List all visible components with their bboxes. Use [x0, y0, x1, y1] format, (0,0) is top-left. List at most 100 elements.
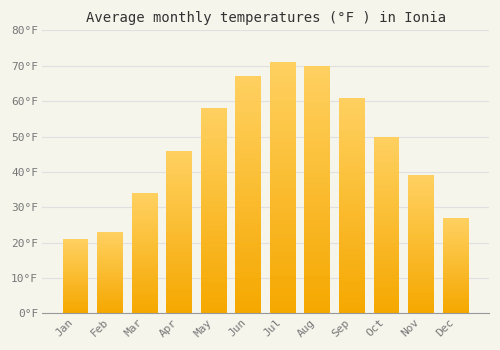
Bar	[270, 182, 296, 188]
Bar	[62, 243, 88, 245]
Bar	[236, 177, 262, 183]
Bar	[97, 307, 123, 309]
Bar	[374, 260, 400, 265]
Bar	[97, 246, 123, 248]
Bar	[374, 300, 400, 304]
Bar	[339, 157, 365, 162]
Bar	[62, 267, 88, 269]
Bar	[339, 265, 365, 270]
Bar	[62, 246, 88, 248]
Bar	[201, 201, 226, 206]
Bar	[442, 263, 468, 266]
Bar	[374, 172, 400, 176]
Bar	[236, 183, 262, 189]
Bar	[132, 214, 158, 217]
Bar	[408, 268, 434, 272]
Bar	[442, 223, 468, 225]
Bar	[97, 265, 123, 267]
Bar	[339, 173, 365, 178]
Bar	[166, 163, 192, 167]
Bar	[339, 308, 365, 313]
Bar	[442, 304, 468, 306]
Bar	[236, 195, 262, 201]
Title: Average monthly temperatures (°F ) in Ionia: Average monthly temperatures (°F ) in Io…	[86, 11, 446, 25]
Bar	[408, 265, 434, 268]
Bar	[408, 300, 434, 303]
Bar	[374, 278, 400, 282]
Bar	[270, 75, 296, 81]
Bar	[374, 229, 400, 234]
Bar	[442, 249, 468, 251]
Bar	[304, 276, 330, 282]
Bar	[442, 232, 468, 234]
Bar	[132, 295, 158, 298]
Bar	[97, 277, 123, 279]
Bar	[62, 280, 88, 282]
Bar	[62, 252, 88, 254]
Bar	[132, 202, 158, 205]
Bar	[62, 263, 88, 265]
Bar	[442, 256, 468, 258]
Bar	[62, 284, 88, 286]
Bar	[339, 184, 365, 189]
Bar	[339, 195, 365, 200]
Bar	[132, 289, 158, 292]
Bar	[270, 138, 296, 144]
Bar	[201, 113, 226, 119]
Bar	[339, 227, 365, 232]
Bar	[408, 234, 434, 238]
Bar	[304, 220, 330, 227]
Bar	[166, 204, 192, 208]
Bar	[62, 302, 88, 304]
Bar	[97, 311, 123, 313]
Bar	[374, 194, 400, 198]
Bar	[132, 205, 158, 208]
Bar	[132, 223, 158, 226]
Bar	[339, 211, 365, 216]
Bar	[339, 222, 365, 227]
Bar	[304, 66, 330, 72]
Bar	[304, 128, 330, 134]
Bar	[97, 258, 123, 260]
Bar	[374, 238, 400, 243]
Bar	[304, 91, 330, 97]
Bar	[201, 293, 226, 298]
Bar	[236, 124, 262, 130]
Bar	[236, 159, 262, 165]
Bar	[408, 189, 434, 193]
Bar	[97, 305, 123, 307]
Bar	[201, 278, 226, 282]
Bar	[132, 253, 158, 256]
Bar	[62, 248, 88, 250]
Bar	[304, 153, 330, 159]
Bar	[132, 250, 158, 253]
Bar	[166, 301, 192, 305]
Bar	[304, 208, 330, 214]
Bar	[166, 297, 192, 301]
Bar	[408, 199, 434, 203]
Bar	[236, 94, 262, 100]
Bar	[97, 268, 123, 271]
Bar	[442, 270, 468, 273]
Bar	[166, 244, 192, 248]
Bar	[374, 291, 400, 296]
Bar	[304, 295, 330, 301]
Bar	[201, 247, 226, 252]
Bar	[339, 238, 365, 243]
Bar	[62, 274, 88, 276]
Bar	[201, 216, 226, 221]
Bar	[201, 282, 226, 288]
Bar	[339, 248, 365, 254]
Bar	[62, 300, 88, 302]
Bar	[408, 289, 434, 293]
Bar	[374, 150, 400, 154]
Bar	[442, 311, 468, 313]
Bar	[201, 119, 226, 124]
Bar	[132, 274, 158, 277]
Bar	[132, 193, 158, 196]
Bar	[166, 293, 192, 297]
Bar	[166, 281, 192, 285]
Bar	[408, 282, 434, 286]
Bar	[374, 247, 400, 251]
Bar	[97, 240, 123, 242]
